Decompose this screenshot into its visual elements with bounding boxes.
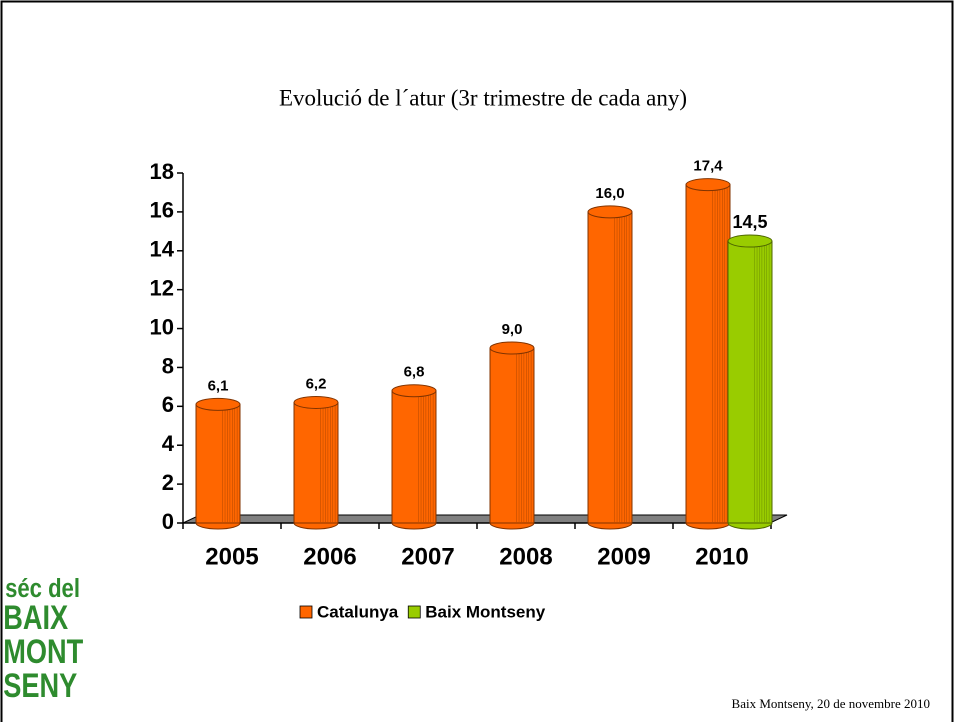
bar-top <box>195 397 241 411</box>
y-tick-label: 12 <box>150 275 174 300</box>
value-label: 14,5 <box>732 212 767 232</box>
bar <box>587 205 633 530</box>
legend-label: Catalunya <box>317 602 399 621</box>
bar-top <box>685 178 731 192</box>
logo-text: MONT <box>3 632 83 671</box>
value-label: 9,0 <box>502 321 523 338</box>
bar-body <box>727 240 773 524</box>
y-tick-label: 10 <box>150 314 174 339</box>
bar-top <box>587 205 633 219</box>
y-tick-label: 8 <box>162 353 174 378</box>
bar-body <box>391 390 437 524</box>
value-label: 16,0 <box>595 185 624 202</box>
chart-title: Evolució de l´atur (3r trimestre de cada… <box>279 85 687 110</box>
legend-label: Baix Montseny <box>425 602 546 621</box>
x-tick-label: 2006 <box>303 543 356 570</box>
legend-swatch <box>407 605 421 619</box>
bar-body <box>685 184 731 524</box>
y-tick-label: 4 <box>162 431 175 456</box>
value-label: 17,4 <box>693 158 723 175</box>
bar-body <box>587 211 633 524</box>
bar-top <box>727 234 773 248</box>
logo-text: BAIX <box>3 598 68 637</box>
footer: Baix Montseny, 20 de novembre 2010 <box>732 696 930 711</box>
y-tick-label: 14 <box>150 237 175 262</box>
bar-top <box>489 341 535 355</box>
bar-body <box>293 401 339 524</box>
bar <box>293 395 339 530</box>
logo-text: SENY <box>3 666 77 705</box>
bar <box>195 397 241 530</box>
bar-body <box>195 403 241 524</box>
x-tick-label: 2005 <box>205 543 258 570</box>
bar-top <box>391 384 437 398</box>
y-tick-label: 2 <box>162 470 174 495</box>
x-tick-label: 2007 <box>401 543 454 570</box>
bar <box>685 178 731 530</box>
logo: séc del BAIX MONT SENY <box>3 574 83 704</box>
x-tick-label: 2008 <box>499 543 552 570</box>
value-label: 6,8 <box>404 364 425 381</box>
bar-top <box>293 395 339 409</box>
y-tick-label: 0 <box>162 509 174 534</box>
value-label: 6,2 <box>306 375 327 392</box>
bar-body <box>489 347 535 524</box>
value-label: 6,1 <box>208 377 229 394</box>
y-tick-label: 16 <box>150 198 174 223</box>
y-tick-label: 18 <box>150 159 174 184</box>
x-tick-label: 2010 <box>695 543 748 570</box>
bar <box>727 234 773 530</box>
logo-text: séc del <box>5 574 80 603</box>
bar <box>391 384 437 530</box>
bar <box>489 341 535 530</box>
y-tick-label: 6 <box>162 392 174 417</box>
x-tick-label: 2009 <box>597 543 650 570</box>
legend-swatch <box>299 605 313 619</box>
